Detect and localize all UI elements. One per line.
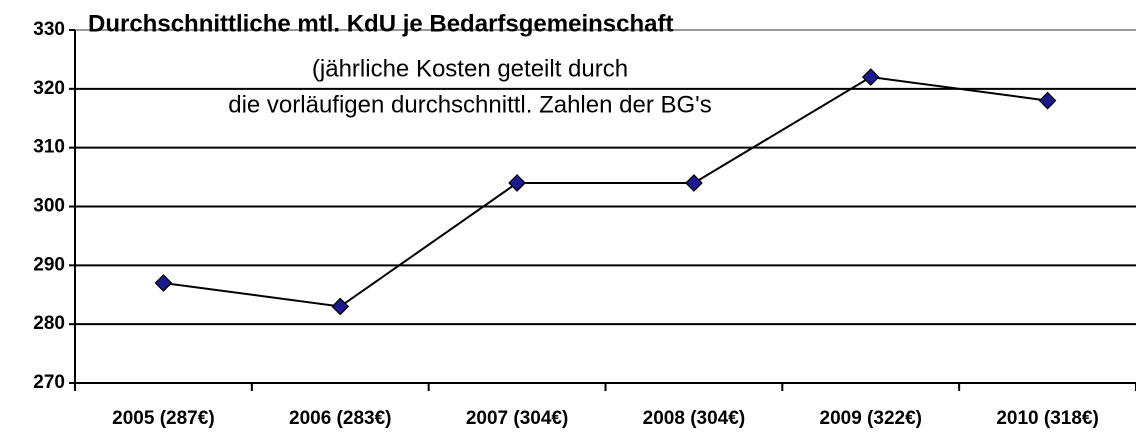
y-tick-label: 310 (33, 137, 65, 158)
marker (1038, 91, 1057, 110)
x-tick-label: 2010 (318€) (996, 408, 1098, 429)
x-tick-label: 2008 (304€) (643, 408, 745, 429)
marker (861, 68, 880, 86)
y-tick-label: 320 (33, 78, 65, 99)
marker (331, 297, 350, 316)
chart-title: Durchschnittliche mtl. KdU je Bedarfsgem… (88, 10, 673, 37)
marker (154, 274, 173, 292)
x-tick-label: 2007 (304€) (466, 408, 568, 429)
x-tick-label: 2006 (283€) (289, 408, 391, 429)
x-tick-label: 2005 (287€) (112, 408, 214, 429)
line (163, 76, 1048, 308)
chart-subtitle: die vorläufigen durchschnittl. Zahlen de… (228, 91, 712, 118)
y-tick-label: 290 (33, 254, 65, 275)
y-tick-label: 280 (33, 313, 65, 334)
y-tick-label: 300 (33, 196, 65, 217)
marker (508, 174, 526, 192)
chart-subtitle: (jährliche Kosten geteilt durch (312, 55, 628, 82)
y-tick-label: 330 (33, 19, 65, 40)
y-tick-label: 270 (33, 372, 65, 393)
marker (685, 174, 703, 192)
x-tick-label: 2009 (322€) (820, 408, 922, 429)
